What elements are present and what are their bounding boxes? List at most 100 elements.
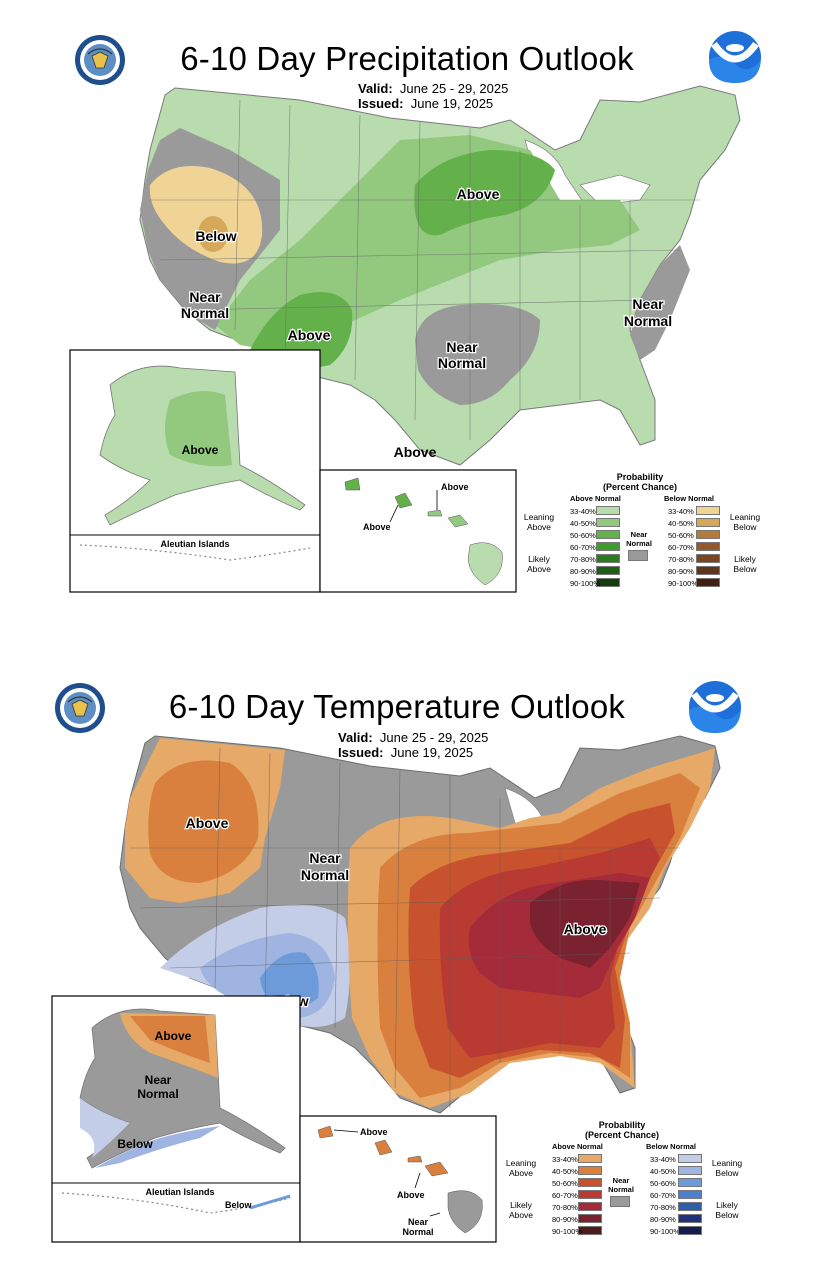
near-central-label-2: Normal (301, 867, 349, 883)
above-midwest-label: Above (457, 186, 500, 202)
below-swatch (678, 1166, 702, 1175)
above-swatch (596, 506, 620, 515)
below-range-label: 90-100% (650, 1227, 681, 1236)
below-range-label: 60-70% (650, 1191, 676, 1200)
aleutian-below-label: Below (225, 1200, 253, 1210)
doc-seal-icon (75, 35, 125, 85)
below-range-label: 80-90% (650, 1215, 676, 1224)
near-normal-swatch (610, 1196, 630, 1207)
below-swatch (696, 542, 720, 551)
precip-conus-labels: Above Below Near Normal Above Near Norma… (180, 185, 674, 460)
hawaii-near-label-2: Normal (402, 1227, 433, 1237)
hawaii-above-label-1: Above (360, 1127, 388, 1137)
above-swatch (578, 1214, 602, 1223)
doc-seal-icon (55, 683, 105, 733)
near-central-label-1: Near (309, 850, 341, 866)
issued-date: Issued: June 19, 2025 (358, 96, 494, 111)
precip-map: Above Below Near Normal Above Near Norma… (69, 85, 741, 593)
above-range-label: 80-90% (552, 1215, 578, 1224)
below-swatch (696, 578, 720, 587)
below-range-label: 80-90% (668, 567, 694, 576)
below-range-label: 50-60% (650, 1179, 676, 1188)
above-range-label: 40-50% (552, 1167, 578, 1176)
above-range-label: 40-50% (570, 519, 596, 528)
hawaii-above-label-2: Above (363, 522, 391, 532)
above-east-label: Above (564, 921, 607, 937)
above-swatch (596, 518, 620, 527)
precip-panel: 6-10 Day Precipitation Outlook Valid: Ju… (0, 0, 814, 610)
below-swatch (678, 1226, 702, 1235)
above-swatch (578, 1202, 602, 1211)
alaska-near-label-2: Normal (137, 1087, 178, 1101)
near-west-label-1: Near (189, 289, 221, 305)
below-swatch (696, 566, 720, 575)
above-swatch (596, 542, 620, 551)
above-range-label: 70-80% (552, 1203, 578, 1212)
above-gulf-label: Above (394, 444, 437, 460)
below-swatch (696, 530, 720, 539)
issued-date: Issued: June 19, 2025 (338, 745, 474, 760)
above-swatch (578, 1166, 602, 1175)
below-west-label: Below (195, 228, 236, 244)
below-range-label: 40-50% (668, 519, 694, 528)
above-range-label: 70-80% (570, 555, 596, 564)
near-south-label-2: Normal (438, 355, 486, 371)
near-south-label-1: Near (446, 339, 478, 355)
below-swatch (678, 1214, 702, 1223)
above-range-label: 60-70% (570, 543, 596, 552)
below-range-label: 33-40% (650, 1155, 676, 1164)
aleutian-label: Aleutian Islands (160, 539, 229, 549)
alaska-below-label: Below (117, 1137, 153, 1151)
below-swatch (696, 554, 720, 563)
precip-legend: Probability (Percent Chance) Above Norma… (523, 472, 761, 588)
below-range-label: 70-80% (668, 555, 694, 564)
temp-map: Above Near Normal Above Below Above Near… (51, 735, 721, 1243)
hawaii-near-label-1: Near (408, 1217, 429, 1227)
hawaii-above-label-2: Above (397, 1190, 425, 1200)
noaa-logo-icon (709, 31, 761, 83)
above-nw-label: Above (186, 815, 229, 831)
above-range-label: 80-90% (570, 567, 596, 576)
below-swatch (678, 1202, 702, 1211)
above-swatch (596, 554, 620, 563)
aleutian-label: Aleutian Islands (145, 1187, 214, 1197)
below-range-label: 90-100% (668, 579, 699, 588)
above-swatch (596, 578, 620, 587)
page-title: 6-10 Day Temperature Outlook (168, 688, 626, 725)
above-swatch (578, 1226, 602, 1235)
near-east-label-1: Near (632, 296, 664, 312)
above-sw-label: Above (288, 327, 331, 343)
above-swatch (578, 1190, 602, 1199)
above-swatch (578, 1154, 602, 1163)
above-range-label: 33-40% (570, 507, 596, 516)
noaa-logo-icon (689, 681, 741, 733)
below-range-label: 40-50% (650, 1167, 676, 1176)
alaska-near-label-1: Near (145, 1073, 172, 1087)
near-west-label-2: Normal (181, 305, 229, 321)
below-range-label: 60-70% (668, 543, 694, 552)
below-range-label: 33-40% (668, 507, 694, 516)
hawaii-above-label-1: Above (441, 482, 469, 492)
near-east-label-2: Normal (624, 313, 672, 329)
above-swatch (596, 566, 620, 575)
near-normal-swatch (628, 550, 648, 561)
above-range-label: 50-60% (570, 531, 596, 540)
above-range-label: 90-100% (552, 1227, 583, 1236)
above-swatch (578, 1178, 602, 1187)
below-range-label: 50-60% (668, 531, 694, 540)
below-range-label: 70-80% (650, 1203, 676, 1212)
temp-conus-labels: Above Near Normal Above Below (184, 814, 608, 1011)
below-swatch (678, 1178, 702, 1187)
above-swatch (596, 530, 620, 539)
temp-panel: 6-10 Day Temperature Outlook Valid: June… (0, 668, 814, 1268)
above-range-label: 60-70% (552, 1191, 578, 1200)
below-swatch (696, 506, 720, 515)
valid-dates: Valid: June 25 - 29, 2025 (358, 81, 509, 96)
below-swatch (678, 1154, 702, 1163)
above-range-label: 50-60% (552, 1179, 578, 1188)
below-swatch (696, 518, 720, 527)
above-range-label: 90-100% (570, 579, 601, 588)
page-title: 6-10 Day Precipitation Outlook (180, 40, 634, 77)
alaska-above-label: Above (155, 1029, 192, 1043)
temp-legend: Probability (Percent Chance) Above Norma… (505, 1120, 743, 1236)
